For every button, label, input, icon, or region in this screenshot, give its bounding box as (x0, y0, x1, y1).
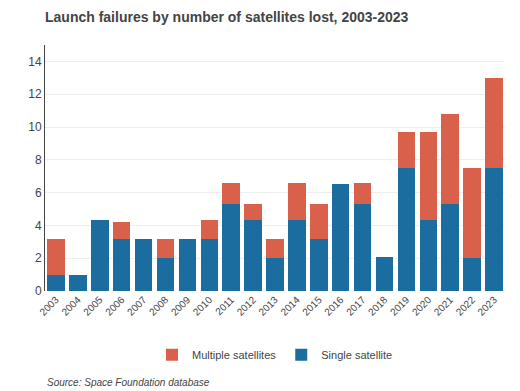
svg-text:2019: 2019 (388, 294, 412, 318)
svg-text:2013: 2013 (256, 294, 280, 318)
svg-text:2020: 2020 (410, 294, 434, 318)
svg-text:2023: 2023 (475, 294, 499, 318)
svg-text:14: 14 (28, 55, 42, 69)
svg-text:2003: 2003 (37, 294, 61, 318)
svg-text:2016: 2016 (322, 294, 346, 318)
svg-text:Single satellite: Single satellite (321, 349, 392, 361)
svg-text:2: 2 (35, 251, 42, 265)
svg-text:2022: 2022 (454, 294, 478, 318)
svg-text:6: 6 (35, 186, 42, 200)
svg-text:Source: Space Foundation datab: Source: Space Foundation database (47, 377, 210, 388)
svg-text:10: 10 (28, 120, 42, 134)
svg-text:0: 0 (35, 284, 42, 298)
svg-text:2009: 2009 (169, 294, 193, 318)
svg-text:2007: 2007 (125, 294, 149, 318)
svg-text:2014: 2014 (278, 294, 302, 318)
svg-text:8: 8 (35, 153, 42, 167)
svg-text:2015: 2015 (300, 294, 324, 318)
svg-text:12: 12 (28, 87, 42, 101)
svg-text:2017: 2017 (344, 294, 368, 318)
svg-text:4: 4 (35, 219, 42, 233)
svg-text:2004: 2004 (59, 294, 83, 318)
svg-text:2006: 2006 (103, 294, 127, 318)
svg-text:2005: 2005 (81, 294, 105, 318)
svg-text:2008: 2008 (147, 294, 171, 318)
svg-text:Multiple satellites: Multiple satellites (192, 349, 276, 361)
svg-text:2018: 2018 (366, 294, 390, 318)
svg-text:2011: 2011 (213, 294, 236, 317)
svg-text:2021: 2021 (432, 294, 456, 318)
svg-text:2012: 2012 (235, 294, 259, 318)
svg-text:2010: 2010 (191, 294, 215, 318)
svg-text:Launch failures by number of s: Launch failures by number of satellites … (45, 9, 409, 25)
